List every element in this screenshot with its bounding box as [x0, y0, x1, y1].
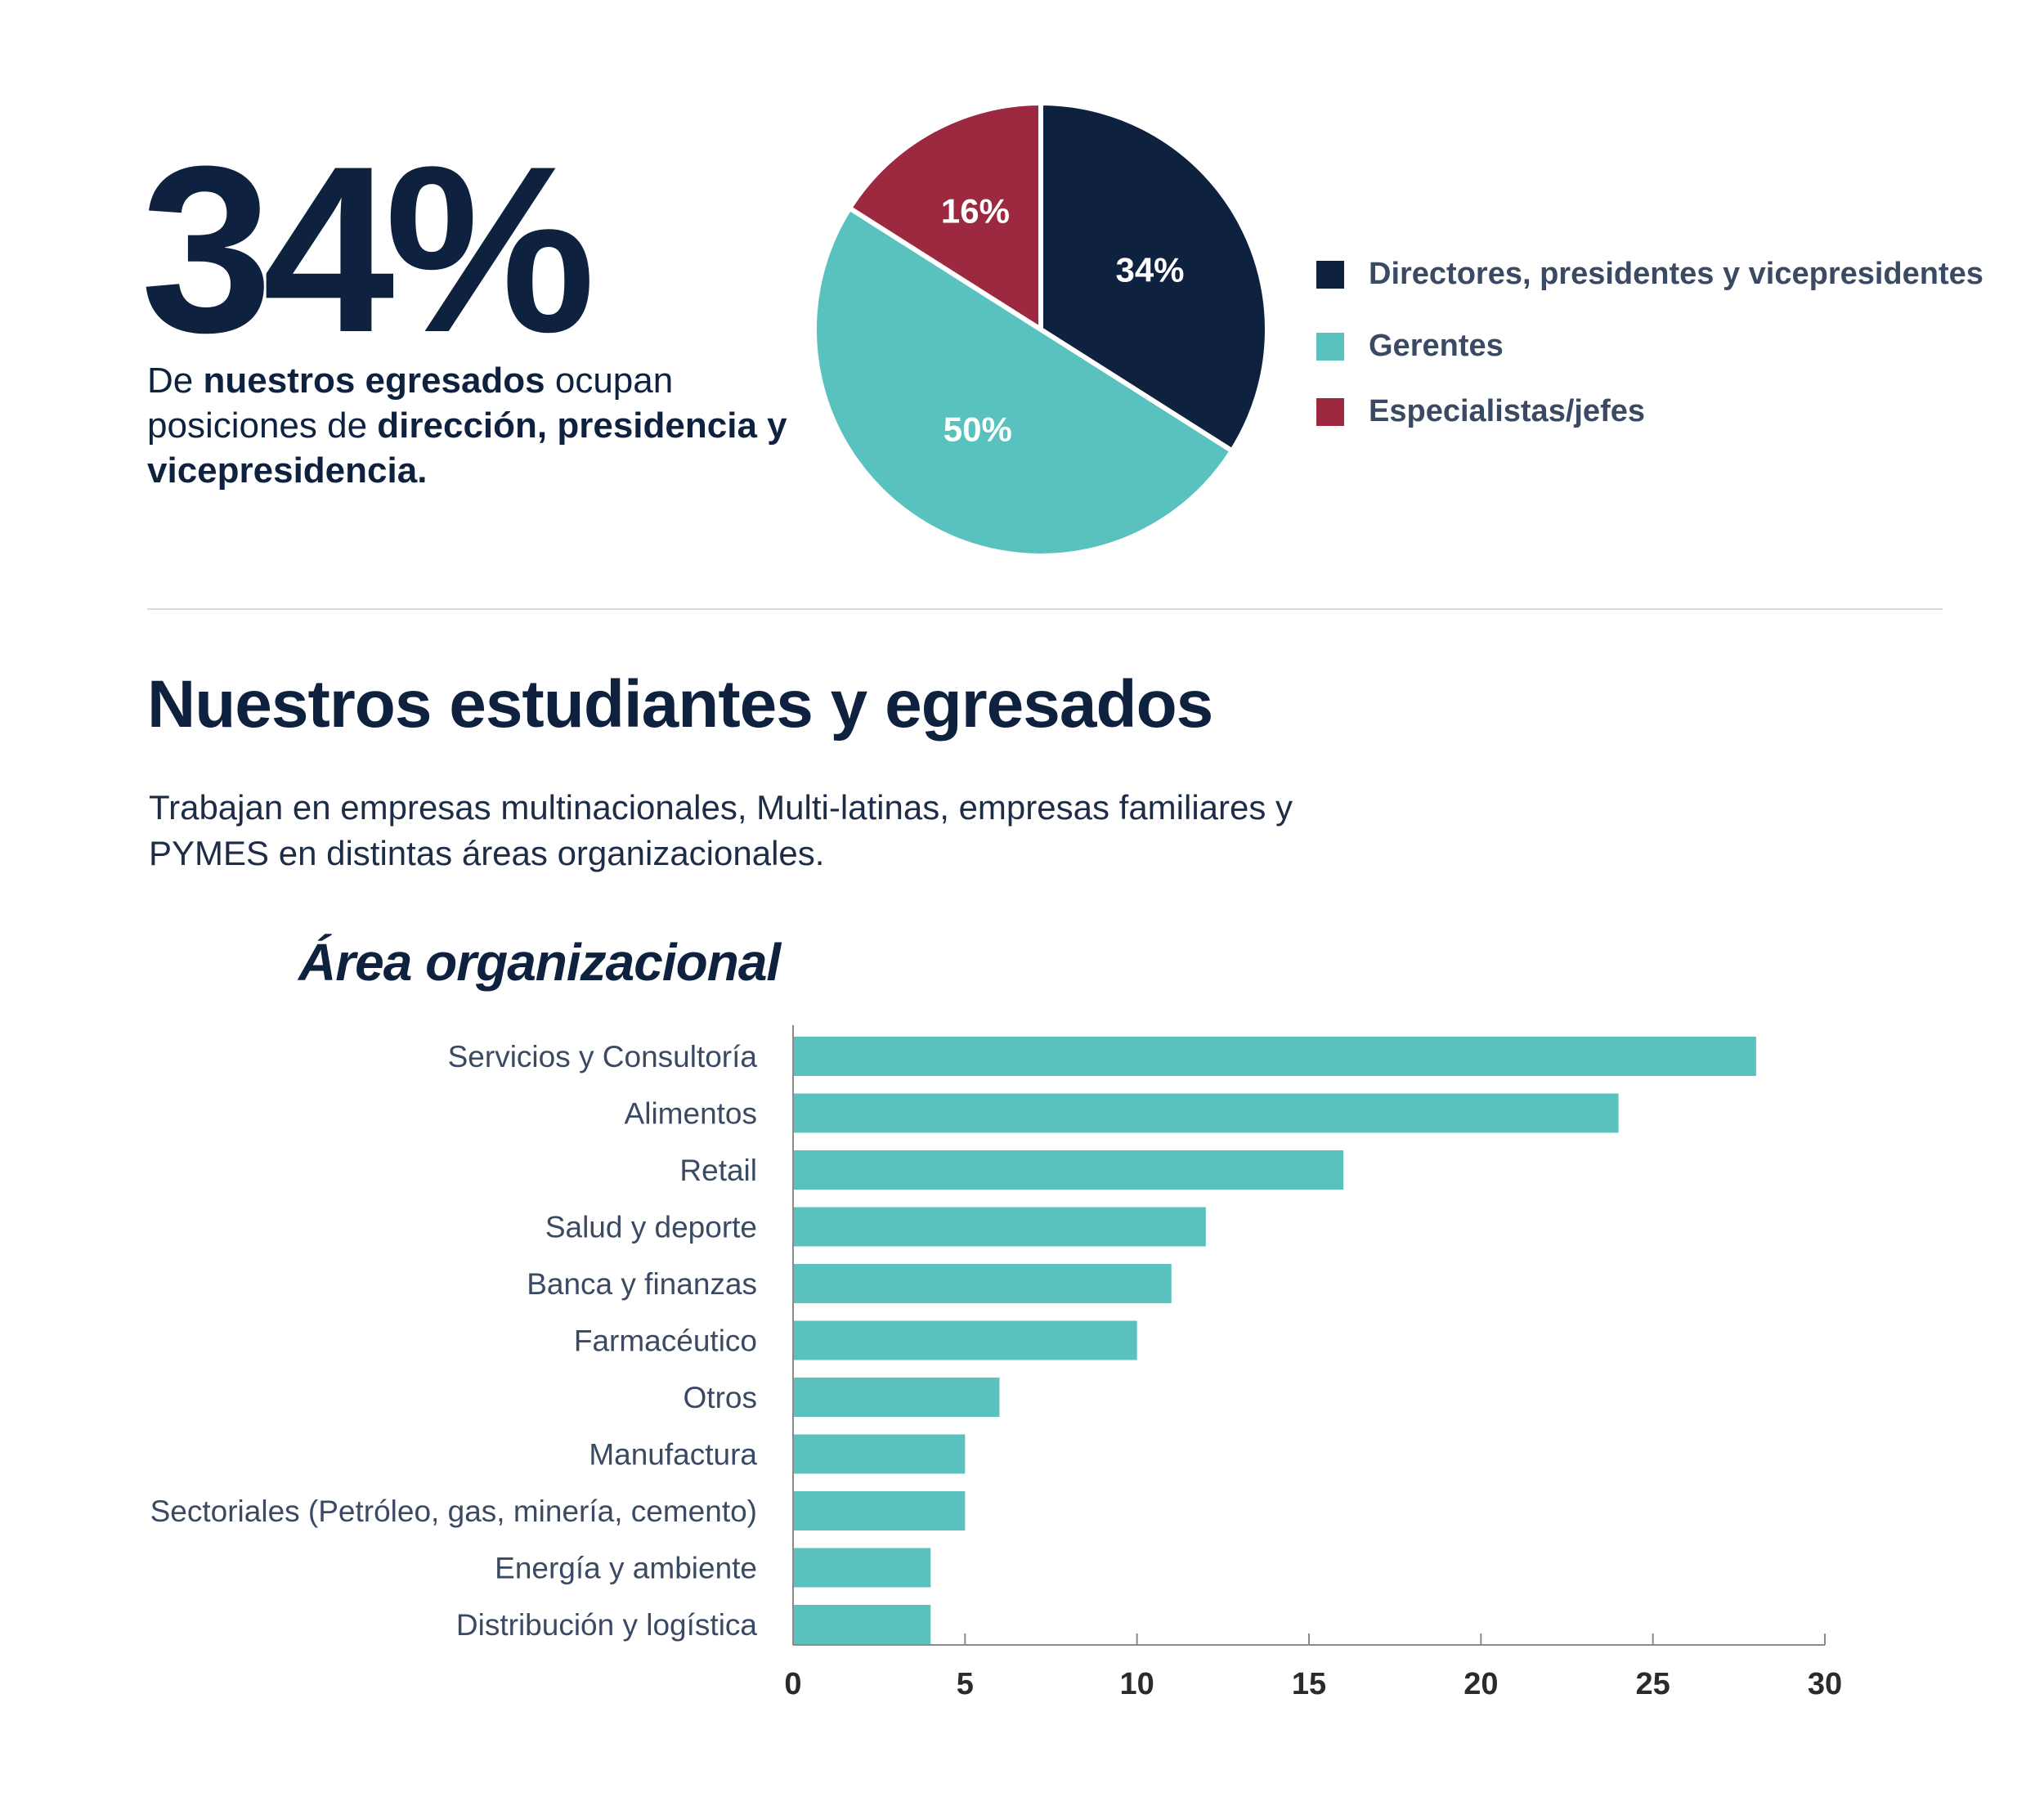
- pie-chart: 34% 50% 16%: [812, 100, 1270, 558]
- bar-category-label-5: Banca y finanzas: [527, 1267, 757, 1301]
- stat-description: De nuestros egresados ocupan posiciones …: [147, 358, 801, 493]
- bar-2: [793, 1093, 1619, 1133]
- pie-slice-label-2: 50%: [944, 410, 1012, 449]
- bar-9: [793, 1491, 966, 1530]
- bar-5: [793, 1264, 1172, 1303]
- bar-category-label-4: Salud y deporte: [545, 1211, 757, 1244]
- section-divider: [147, 608, 1943, 610]
- bar-chart-title: Área organizacional: [298, 933, 781, 992]
- bar-category-label-9: Sectoriales (Petróleo, gas, minería, cem…: [150, 1495, 757, 1528]
- bar-chart: Servicios y Consultoría Alimentos Retail Sa…: [150, 1025, 1842, 1701]
- section-subtitle: Trabajan en empresas multinacionales, Mu…: [149, 788, 1293, 872]
- bar-category-label-1: Servicios y Consultoría: [448, 1040, 758, 1073]
- x-tick-label-0: 0: [784, 1667, 801, 1701]
- pie-slice-3: [845, 100, 1043, 334]
- legend-swatch-navy: [1316, 260, 1344, 289]
- bar-category-label-6: Farmacéutico: [574, 1324, 757, 1358]
- legend-swatch-teal: [1316, 332, 1344, 361]
- pie-slice-label-3: 16%: [941, 191, 1010, 230]
- bar-8: [793, 1434, 966, 1474]
- stat-desc-bold-1: nuestros egresados: [203, 361, 545, 401]
- bar-category-label-3: Retail: [679, 1154, 757, 1187]
- bar-category-label-8: Manufactura: [589, 1438, 757, 1472]
- legend-label-especialistas: Especialistas/jefes: [1369, 394, 1645, 428]
- bar-category-label-10: Energía y ambiente: [495, 1552, 757, 1585]
- x-tick-label-3: 15: [1292, 1667, 1326, 1701]
- bar-category-label-11: Distribución y logística: [456, 1608, 758, 1642]
- bar-category-label-2: Alimentos: [625, 1097, 757, 1131]
- stat-desc-mid: ocupan posiciones de: [147, 361, 674, 446]
- bar-10: [793, 1548, 931, 1588]
- legend-label-directores: Directores, presidentes y vicepresidente…: [1369, 257, 1983, 291]
- legend-item-especialistas: Especialistas/jefes: [1316, 394, 1645, 429]
- legend-item-gerentes: Gerentes: [1316, 329, 1504, 364]
- x-tick-label-1: 5: [957, 1667, 974, 1701]
- x-tick-label-4: 20: [1464, 1667, 1498, 1701]
- legend-swatch-crimson: [1316, 397, 1344, 426]
- bar-1: [793, 1037, 1756, 1076]
- section-title: Nuestros estudiantes y egresados: [147, 667, 1213, 742]
- bar-7: [793, 1378, 1000, 1417]
- legend-item-directores: Directores, presidentes y vicepresidente…: [1316, 257, 1983, 292]
- bar-6: [793, 1320, 1137, 1360]
- x-tick-label-6: 30: [1808, 1667, 1842, 1701]
- stat-desc-bold-2: dirección, presidencia y vicepresidencia…: [147, 406, 787, 491]
- pie-slice-2: [812, 204, 1236, 558]
- headline-stat: 34%: [141, 117, 595, 382]
- bar-category-label-7: Otros: [684, 1381, 757, 1414]
- bar-3: [793, 1150, 1344, 1190]
- x-tick-label-2: 10: [1120, 1667, 1154, 1701]
- x-tick-label-5: 25: [1636, 1667, 1670, 1701]
- legend-label-gerentes: Gerentes: [1369, 329, 1504, 363]
- stat-desc-prefix: De: [147, 361, 204, 401]
- bar-11: [793, 1605, 931, 1644]
- bar-4: [793, 1207, 1206, 1247]
- pie-slice-label-1: 34%: [1115, 251, 1184, 289]
